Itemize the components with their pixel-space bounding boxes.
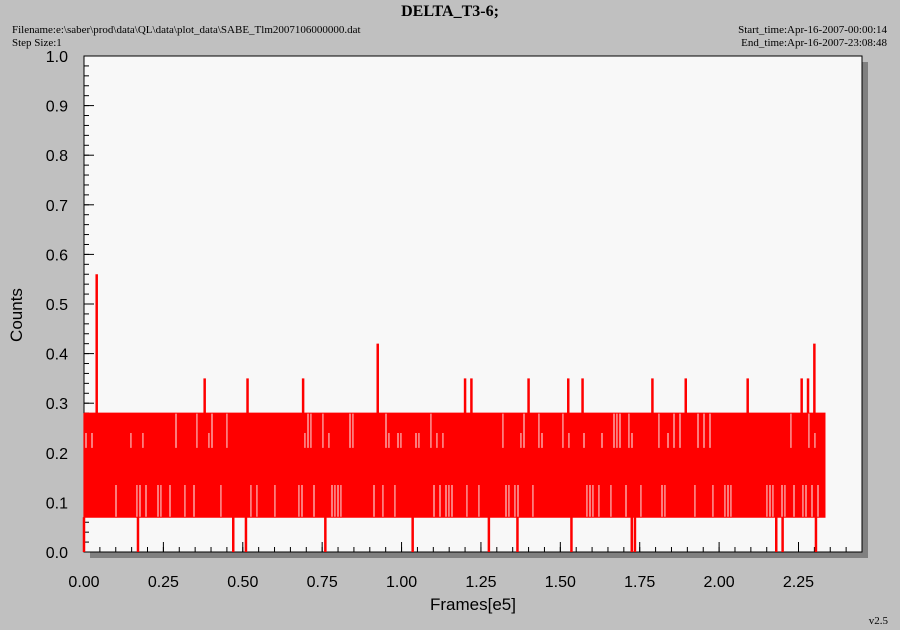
y-axis-ticks: 0.0 0.1 0.2 0.3 0.4 0.5 0.6 0.7 0.8 0.9 1.0: [46, 49, 94, 562]
y-tick-label: 0.8: [46, 148, 68, 165]
x-tick-label: 2.00: [704, 574, 735, 591]
y-tick-label: 0.1: [46, 495, 68, 512]
start-time-label: Start_time:Apr-16-2007-00:00:14: [738, 24, 887, 36]
y-tick-label: 0.5: [46, 297, 68, 314]
x-tick-label: 0.75: [307, 574, 338, 591]
y-tick-label: 0.6: [46, 247, 68, 264]
version-label: v2.5: [868, 615, 888, 627]
y-tick-label: 0.3: [46, 396, 68, 413]
x-tick-label: 2.25: [783, 574, 814, 591]
x-tick-label: 1.75: [624, 574, 655, 591]
chart-title: DELTA_T3-6;: [401, 3, 499, 20]
y-tick-label: 0.0: [46, 545, 68, 562]
x-tick-label: 1.25: [465, 574, 496, 591]
y-tick-label: 1.0: [46, 49, 68, 66]
x-tick-label: 1.00: [386, 574, 417, 591]
x-axis-ticks: 0.00 0.25 0.50 0.75 1.00 1.25 1.50 1.75 2.00 2.25: [68, 542, 863, 591]
y-tick-label: 0.9: [46, 99, 68, 116]
x-tick-label: 0.50: [227, 574, 258, 591]
x-tick-label: 0.25: [148, 574, 179, 591]
end-time-label: End_time:Apr-16-2007-23:08:48: [741, 37, 887, 49]
x-axis-label: Frames[e5]: [430, 595, 516, 614]
step-size-label: Step Size:1: [12, 37, 62, 49]
x-tick-label: 0.00: [68, 574, 99, 591]
series-layer: [82, 274, 826, 552]
y-tick-label: 0.7: [46, 198, 68, 215]
x-tick-label: 1.50: [545, 574, 576, 591]
y-tick-label: 0.4: [46, 347, 68, 364]
filename-label: Filename:e:\saber\prod\data\QL\data\plot…: [12, 24, 361, 36]
y-axis-label: Counts: [7, 288, 26, 342]
y-tick-label: 0.2: [46, 446, 68, 463]
